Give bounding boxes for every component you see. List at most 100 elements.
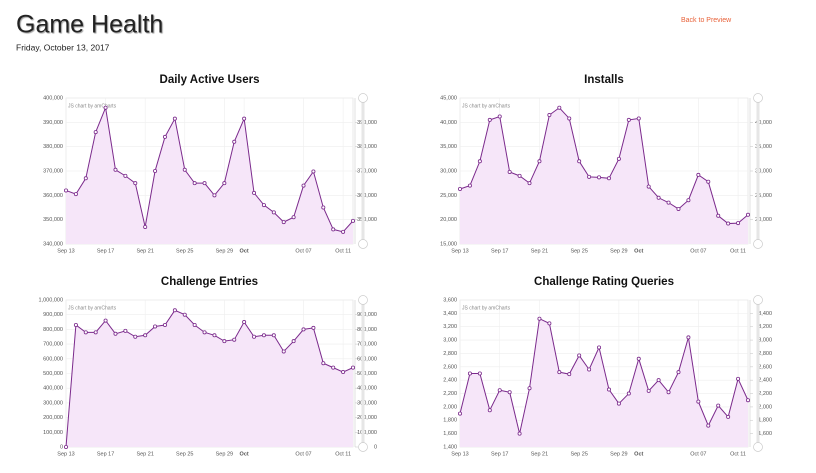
- y-tick-label: 40,000: [440, 120, 457, 126]
- y2-tick-label: 40,000: [755, 120, 772, 126]
- x-tick-label: Sep 17: [97, 451, 114, 457]
- point: [212, 333, 217, 338]
- y-tick-label: 350,000: [43, 217, 63, 223]
- point: [477, 159, 482, 164]
- point: [331, 365, 336, 370]
- y2-tick-label: 25,000: [755, 193, 772, 199]
- x-tick-label: Sep 17: [97, 248, 114, 254]
- point: [281, 220, 286, 225]
- scroll-handle[interactable]: [753, 93, 763, 103]
- point: [192, 322, 197, 327]
- y-tick-label: 3,400: [443, 311, 457, 317]
- point: [746, 398, 751, 403]
- y-tick-label: 2,200: [443, 391, 457, 397]
- scroll-handle[interactable]: [753, 442, 763, 452]
- y-tick-label: 700,000: [43, 342, 63, 348]
- point: [696, 172, 701, 177]
- y2-tick-label: 3,400: [758, 311, 772, 317]
- chart-title: Challenge Entries: [161, 276, 258, 288]
- y-tick-label: 1,800: [443, 418, 457, 424]
- point: [301, 327, 306, 332]
- point: [242, 320, 247, 325]
- point: [331, 227, 336, 232]
- scroll-handle[interactable]: [753, 239, 763, 249]
- point: [666, 390, 671, 395]
- point: [656, 378, 661, 383]
- area: [66, 310, 353, 447]
- y-tick-label: 20,000: [440, 217, 457, 223]
- point: [162, 134, 167, 139]
- point: [153, 168, 158, 173]
- y2-tick-label: 30,000: [755, 168, 772, 174]
- point: [271, 333, 276, 338]
- point: [192, 181, 197, 186]
- point: [606, 387, 611, 392]
- point: [626, 117, 631, 122]
- y-tick-label: 2,400: [443, 378, 457, 384]
- page-date: Friday, October 13, 2017: [16, 42, 110, 52]
- point: [557, 105, 562, 110]
- point: [350, 218, 355, 223]
- point: [73, 192, 78, 197]
- point: [567, 372, 572, 377]
- y-tick-label: 15,000: [440, 241, 457, 247]
- x-tick-label: Sep 17: [491, 248, 508, 254]
- point: [636, 116, 641, 121]
- point: [103, 105, 108, 110]
- point: [93, 330, 98, 335]
- x-tick-label: Sep 21: [531, 248, 548, 254]
- x-tick-label: Oct 11: [730, 451, 746, 457]
- x-tick-label: Sep 13: [57, 248, 74, 254]
- scroll-handle[interactable]: [753, 295, 763, 305]
- line: [459, 107, 749, 225]
- line: [65, 105, 354, 233]
- y2-tick-label: 2,600: [758, 364, 772, 370]
- x-tick-label: Oct 11: [335, 248, 351, 254]
- point: [587, 174, 592, 179]
- point: [567, 116, 572, 121]
- point: [547, 321, 552, 326]
- point: [467, 371, 472, 376]
- x-tick-label: Sep 13: [57, 451, 74, 457]
- scroll-handle[interactable]: [358, 93, 368, 103]
- point: [537, 316, 542, 321]
- y2-tick-label: 0: [374, 444, 377, 450]
- point: [222, 181, 227, 186]
- y2-tick-label: 35,000: [755, 144, 772, 150]
- x-tick-label: Sep 29: [610, 248, 627, 254]
- point: [557, 370, 562, 375]
- y-tick-label: 3,600: [443, 297, 457, 303]
- point: [133, 181, 138, 186]
- point: [716, 403, 721, 408]
- y-tick-label: 400,000: [43, 95, 63, 101]
- point: [311, 325, 316, 330]
- point: [527, 386, 532, 391]
- point: [252, 334, 257, 339]
- chart-title: Daily Active Users: [160, 74, 260, 86]
- y2-tick-label: 1,800: [758, 418, 772, 424]
- x-tick-label: Oct 07: [690, 451, 706, 457]
- y-tick-label: 100,000: [43, 430, 63, 436]
- area: [460, 318, 748, 447]
- point: [487, 408, 492, 413]
- scroll-handle[interactable]: [358, 442, 368, 452]
- y2-tick-label: 400,000: [357, 386, 377, 392]
- point: [83, 330, 88, 335]
- back-link[interactable]: Back to Preview: [681, 17, 732, 24]
- point: [123, 328, 128, 333]
- point: [716, 213, 721, 218]
- point: [686, 335, 691, 340]
- x-tick-label: Sep 21: [136, 451, 153, 457]
- y2-tick-label: 2,200: [758, 391, 772, 397]
- point: [726, 414, 731, 419]
- point: [636, 356, 641, 361]
- y-tick-label: 200,000: [43, 415, 63, 421]
- point: [252, 190, 257, 195]
- point: [487, 117, 492, 122]
- scroll-handle[interactable]: [358, 295, 368, 305]
- scroll-handle[interactable]: [358, 239, 368, 249]
- chart-title: Installs: [584, 74, 624, 86]
- point: [676, 206, 681, 211]
